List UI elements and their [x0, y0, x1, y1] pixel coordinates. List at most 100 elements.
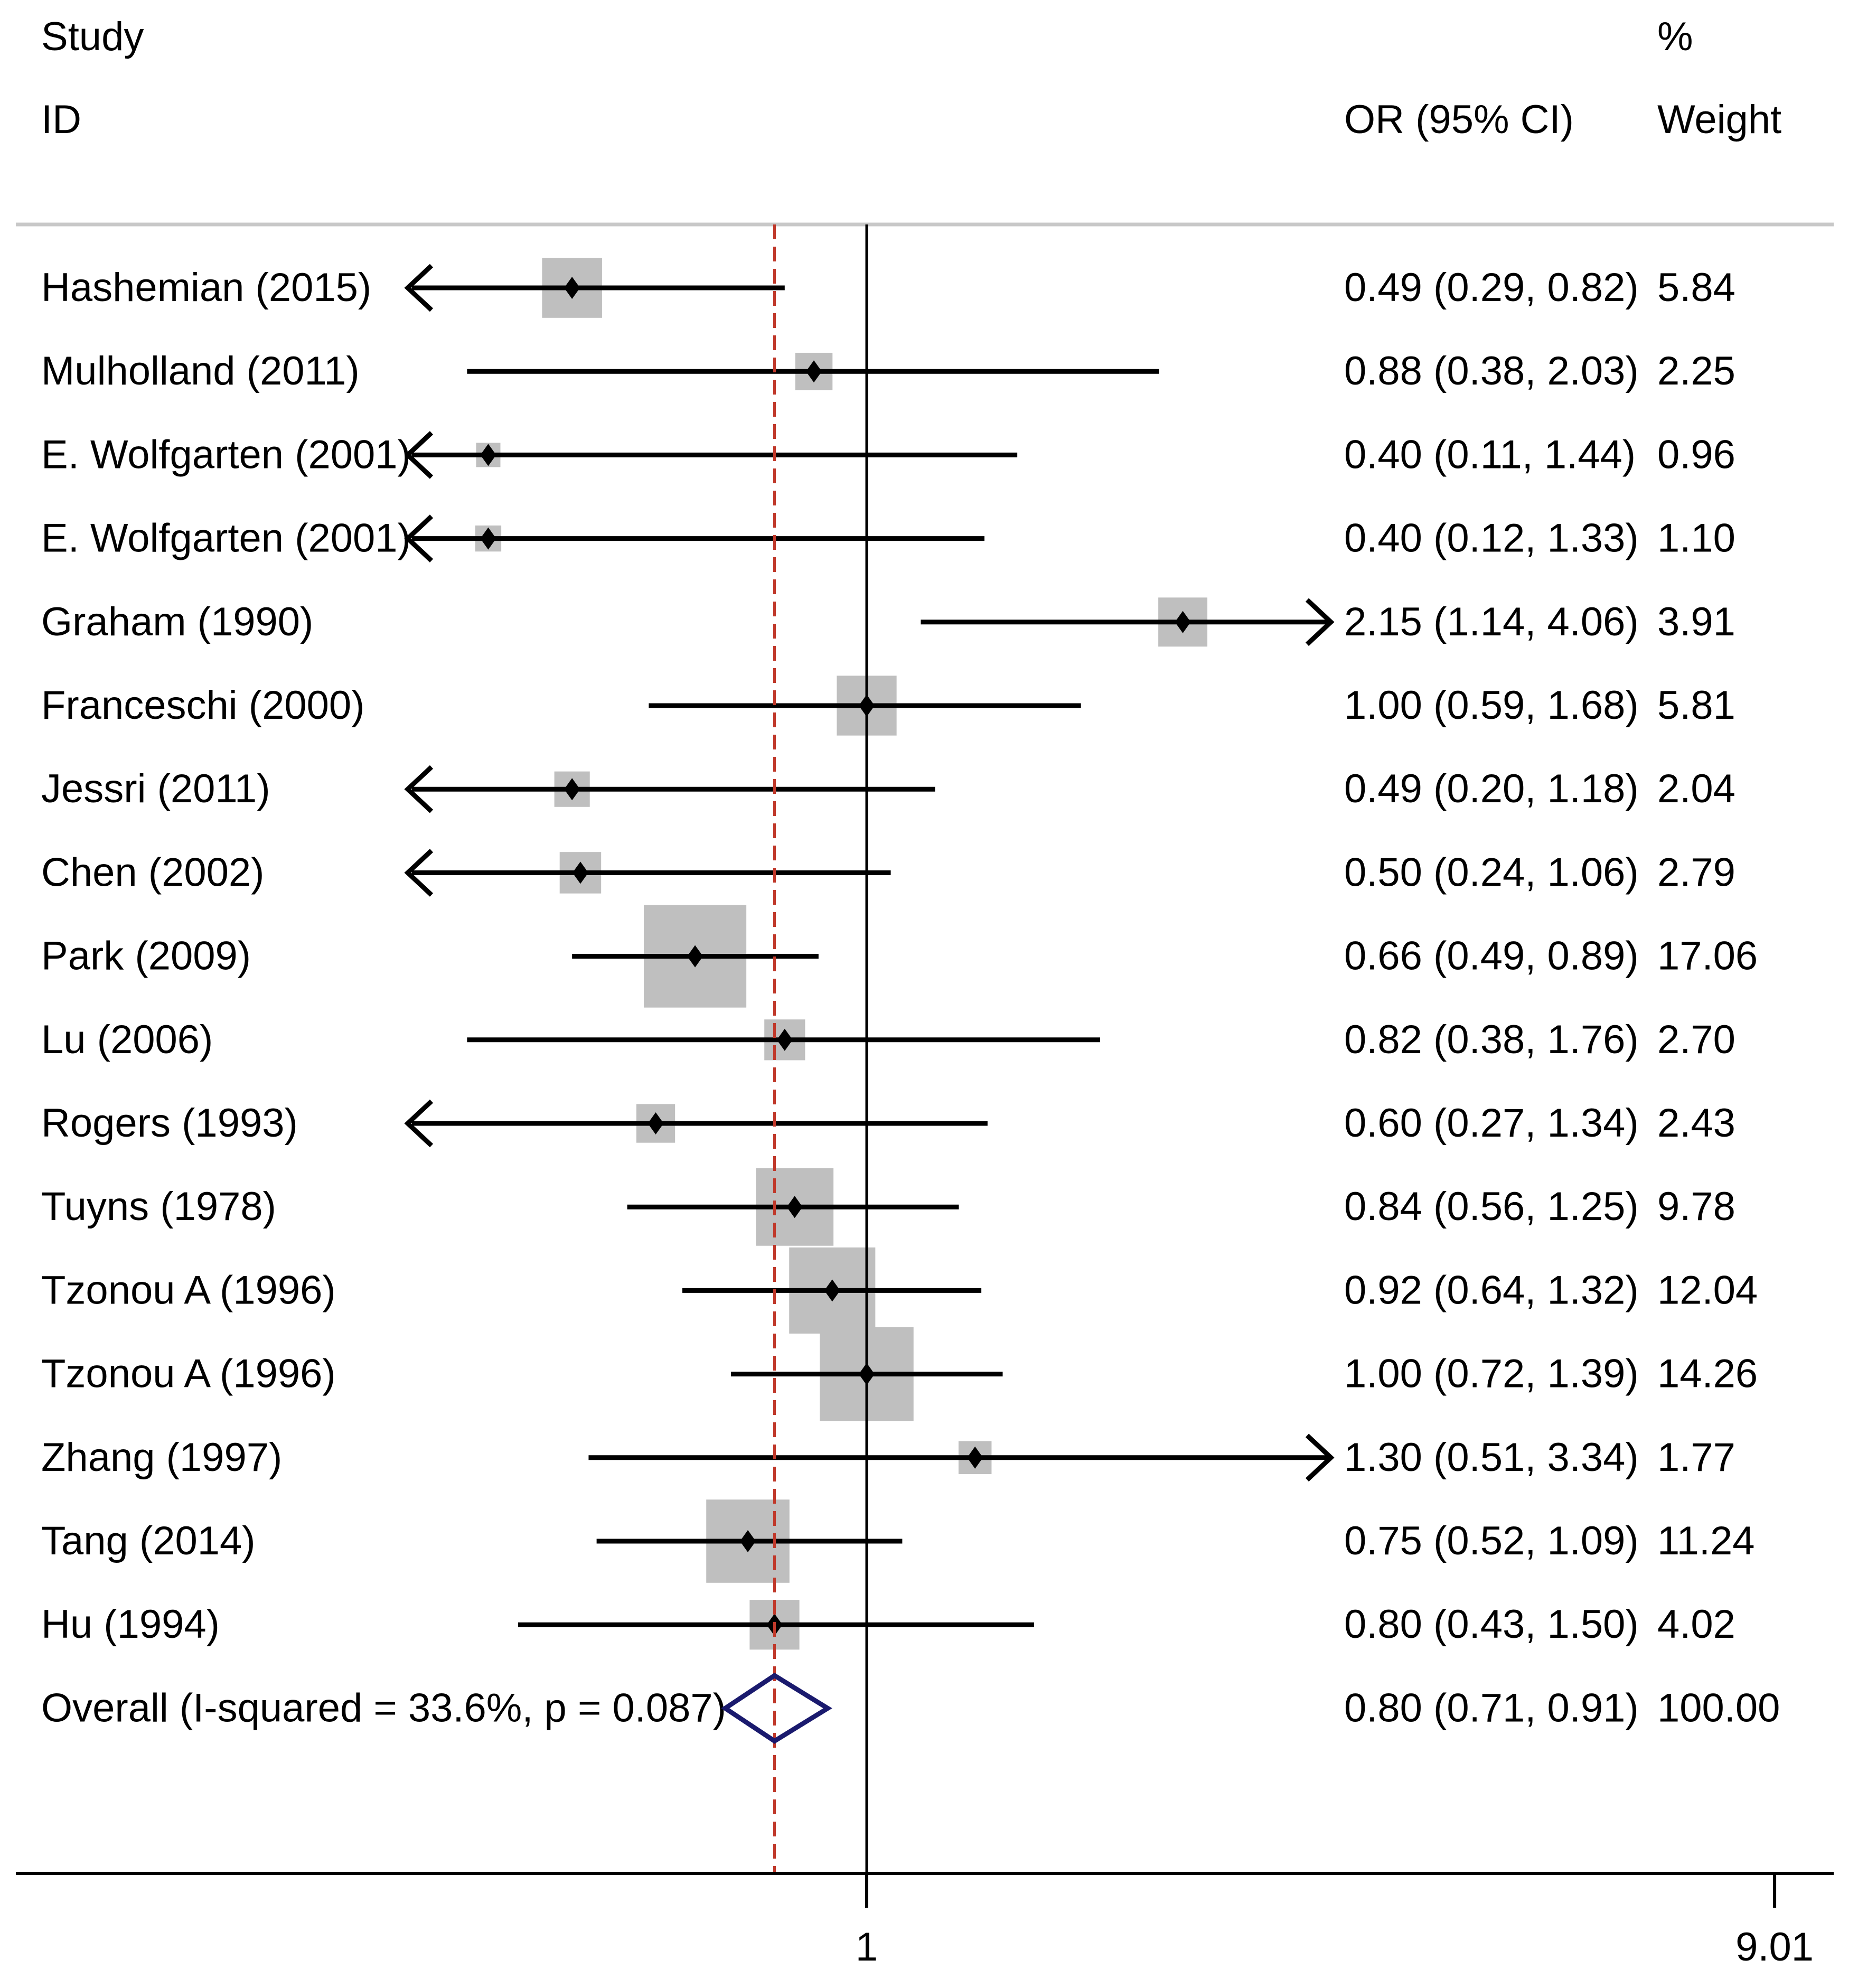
study-or-ci: 1.00 (0.72, 1.39): [1344, 1352, 1639, 1396]
study-ci-arrow: [1305, 1433, 1335, 1482]
study-weight: 12.04: [1657, 1268, 1758, 1312]
study-ci-arrow: [404, 849, 434, 897]
header-weight-pct: %: [1657, 14, 1693, 59]
study-point-estimate: [1175, 611, 1191, 633]
header-study: Study: [41, 14, 144, 59]
study-weight: 17.06: [1657, 934, 1758, 979]
study-row: Tang (2014) 0.75 (0.52, 1.09) 11.24: [41, 1499, 1755, 1583]
study-weight: 4.02: [1657, 1602, 1735, 1647]
study-label: Graham (1990): [41, 599, 313, 644]
study-label: Hashemian (2015): [41, 265, 371, 310]
overall-row: Overall (I-squared = 33.6%, p = 0.087) 0.…: [41, 1685, 1780, 1730]
study-row: Jessri (2011) 0.49 (0.20, 1.18) 2.04: [41, 765, 1735, 813]
study-or-ci: 0.80 (0.43, 1.50): [1344, 1602, 1639, 1647]
study-point-estimate: [776, 1028, 793, 1051]
study-point-estimate: [572, 861, 588, 884]
study-or-ci: 0.66 (0.49, 0.89): [1344, 934, 1639, 979]
overall-or-ci: 0.80 (0.71, 0.91): [1344, 1685, 1639, 1730]
study-or-ci: 0.82 (0.38, 1.76): [1344, 1017, 1639, 1062]
study-weight: 3.91: [1657, 599, 1735, 644]
study-label: Chen (2002): [41, 850, 265, 895]
study-point-estimate: [967, 1446, 983, 1469]
study-row: Rogers (1993) 0.60 (0.27, 1.34) 2.43: [41, 1099, 1735, 1148]
study-row: Chen (2002) 0.50 (0.24, 1.06) 2.79: [41, 849, 1735, 897]
study-label: Hu (1994): [41, 1602, 220, 1647]
study-ci-arrow: [404, 1099, 434, 1148]
x-axis-tick-label: 1: [856, 1925, 878, 1970]
study-label: Franceschi (2000): [41, 683, 365, 728]
study-or-ci: 0.49 (0.20, 1.18): [1344, 766, 1639, 811]
study-row: Lu (2006) 0.82 (0.38, 1.76) 2.70: [41, 1017, 1735, 1062]
study-or-ci: 0.49 (0.29, 0.82): [1344, 265, 1639, 310]
study-row: E. Wolfgarten (2001) 0.40 (0.12, 1.33) 1.1…: [41, 514, 1735, 562]
study-weight: 2.04: [1657, 766, 1735, 811]
study-point-estimate: [806, 360, 822, 383]
study-row: Park (2009) 0.66 (0.49, 0.89) 17.06: [41, 905, 1758, 1008]
study-or-ci: 0.40 (0.12, 1.33): [1344, 516, 1639, 561]
study-row: E. Wolfgarten (2001) 0.40 (0.11, 1.44) 0.9…: [41, 431, 1735, 479]
overall-weight: 100.00: [1657, 1685, 1780, 1730]
study-rows: Hashemian (2015) 0.49 (0.29, 0.82) 5.84 Mul…: [41, 258, 1780, 1730]
study-point-estimate: [480, 527, 496, 550]
study-weight: 2.70: [1657, 1017, 1735, 1062]
header-effect: OR (95% CI): [1344, 97, 1574, 142]
study-point-estimate: [480, 444, 496, 466]
study-or-ci: 0.84 (0.56, 1.25): [1344, 1184, 1639, 1229]
study-or-ci: 0.92 (0.64, 1.32): [1344, 1268, 1639, 1312]
study-or-ci: 0.75 (0.52, 1.09): [1344, 1518, 1639, 1563]
study-weight: 11.24: [1657, 1518, 1755, 1563]
study-ci-arrow: [404, 431, 434, 479]
study-weight: 14.26: [1657, 1352, 1758, 1396]
study-label: E. Wolfgarten (2001): [41, 516, 411, 561]
study-ci-arrow: [404, 514, 434, 562]
study-or-ci: 0.40 (0.11, 1.44): [1344, 432, 1636, 477]
study-label: Tzonou A (1996): [41, 1352, 336, 1396]
study-ci-arrow: [404, 765, 434, 813]
study-weight: 5.84: [1657, 265, 1735, 310]
study-label: E. Wolfgarten (2001): [41, 432, 411, 477]
study-ci-arrow: [1305, 598, 1335, 646]
study-label: Tuyns (1978): [41, 1184, 276, 1229]
study-or-ci: 1.30 (0.51, 3.34): [1344, 1435, 1639, 1480]
overall-label: Overall (I-squared = 33.6%, p = 0.087): [41, 1685, 726, 1730]
study-label: Tang (2014): [41, 1518, 256, 1563]
study-weight: 2.43: [1657, 1101, 1735, 1146]
study-point-estimate: [824, 1279, 840, 1302]
study-label: Tzonou A (1996): [41, 1268, 336, 1312]
header-id: ID: [41, 97, 81, 142]
study-label: Rogers (1993): [41, 1101, 298, 1146]
study-point-estimate: [687, 945, 703, 968]
study-point-estimate: [648, 1112, 664, 1134]
study-row: Graham (1990) 2.15 (1.14, 4.06) 3.91: [41, 597, 1735, 647]
study-label: Park (2009): [41, 934, 251, 979]
study-row: Mulholland (2011) 0.88 (0.38, 2.03) 2.25: [41, 349, 1735, 393]
study-row: Tzonou A (1996) 1.00 (0.72, 1.39) 14.26: [41, 1327, 1758, 1421]
x-axis-ticks: .11119.01: [856, 1873, 1814, 1970]
overall-diamond: [721, 1673, 832, 1744]
study-point-estimate: [564, 778, 580, 801]
x-axis-tick-label: 9.01: [1735, 1925, 1814, 1970]
study-weight: 2.79: [1657, 850, 1735, 895]
study-label: Lu (2006): [41, 1017, 213, 1062]
study-row: Hu (1994) 0.80 (0.43, 1.50) 4.02: [41, 1600, 1735, 1650]
study-weight: 2.25: [1657, 349, 1735, 393]
study-or-ci: 0.88 (0.38, 2.03): [1344, 349, 1639, 393]
study-or-ci: 0.50 (0.24, 1.06): [1344, 850, 1639, 895]
study-label: Zhang (1997): [41, 1435, 282, 1480]
study-weight: 1.10: [1657, 516, 1735, 561]
study-or-ci: 2.15 (1.14, 4.06): [1344, 599, 1639, 644]
study-or-ci: 1.00 (0.59, 1.68): [1344, 683, 1639, 728]
study-weight: 0.96: [1657, 432, 1735, 477]
study-row: Franceschi (2000) 1.00 (0.59, 1.68) 5.81: [41, 676, 1735, 736]
study-row: Tzonou A (1996) 0.92 (0.64, 1.32) 12.04: [41, 1247, 1758, 1334]
study-point-estimate: [786, 1196, 803, 1218]
study-weight: 1.77: [1657, 1435, 1735, 1480]
study-point-estimate: [740, 1530, 756, 1552]
study-label: Mulholland (2011): [41, 349, 360, 393]
study-point-estimate: [564, 277, 580, 299]
study-weight: 9.78: [1657, 1184, 1735, 1229]
study-row: Tuyns (1978) 0.84 (0.56, 1.25) 9.78: [41, 1168, 1735, 1246]
study-row: Hashemian (2015) 0.49 (0.29, 0.82) 5.84: [41, 258, 1735, 318]
study-weight: 5.81: [1657, 683, 1735, 728]
